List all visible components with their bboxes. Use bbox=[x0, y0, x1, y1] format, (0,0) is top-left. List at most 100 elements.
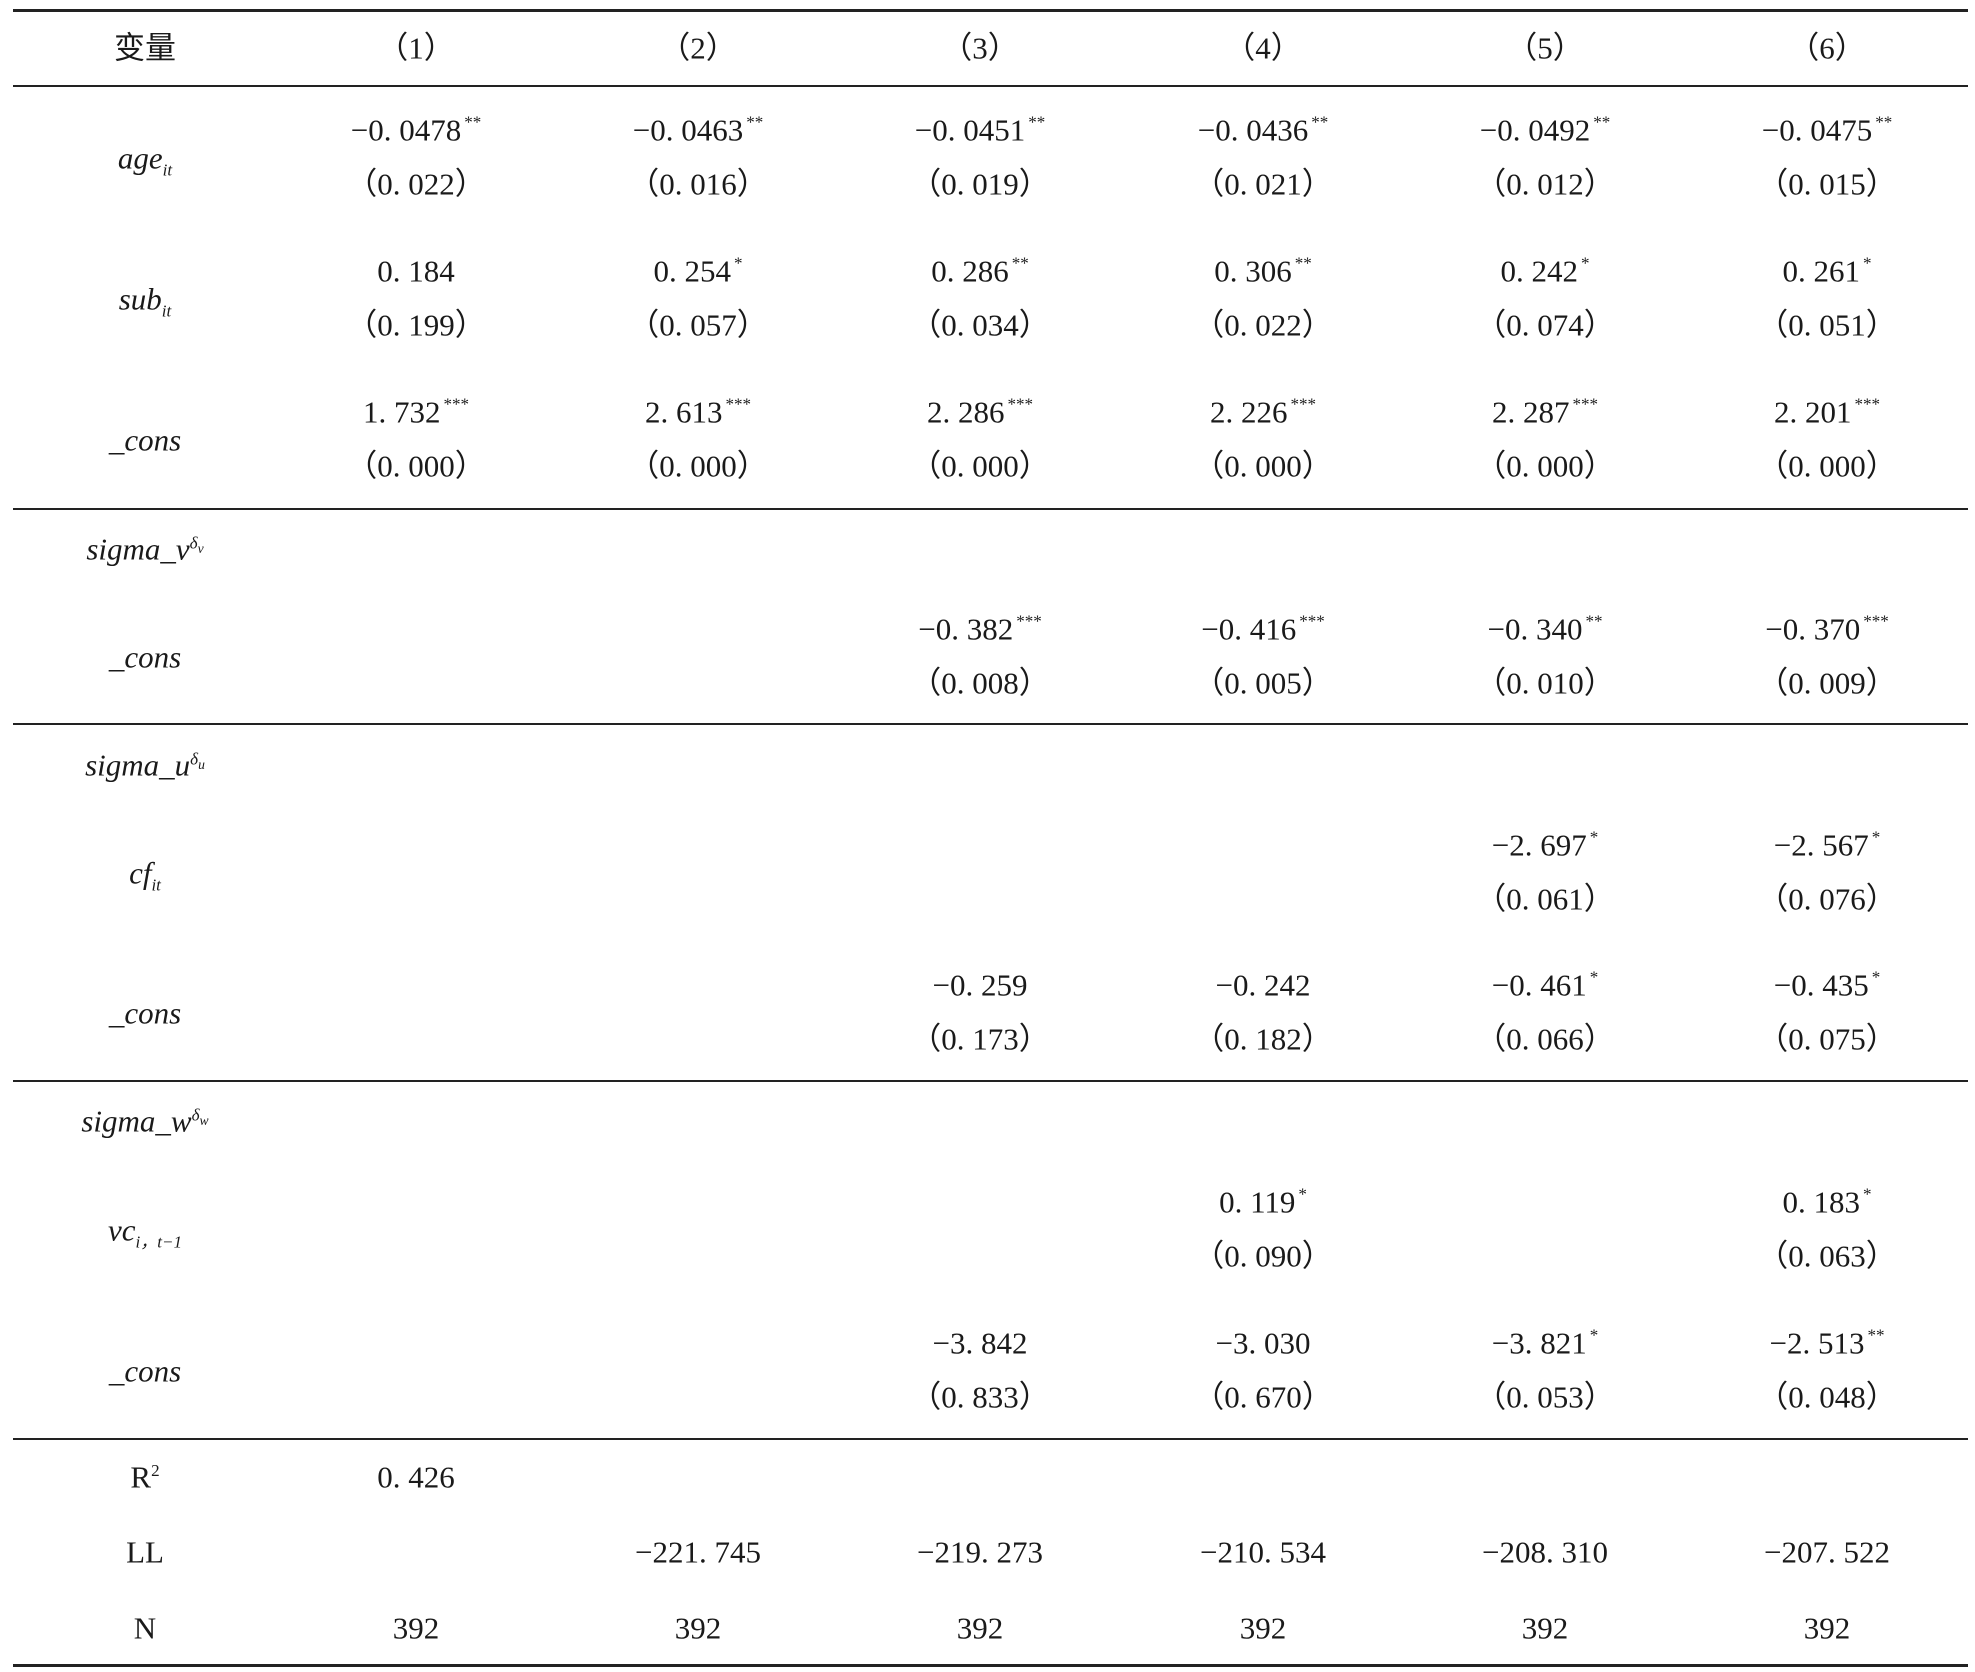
coefficient: 1. 732 *** bbox=[363, 394, 470, 428]
coefficient-value: −0. 242 bbox=[1215, 967, 1311, 1003]
coefficient: −207. 522 bbox=[1764, 1537, 1890, 1568]
standard-error: （0. 019） bbox=[910, 166, 1050, 202]
coefficient: −210. 534 bbox=[1200, 1537, 1326, 1568]
label-text: vc bbox=[107, 1212, 136, 1248]
coefficient-value: −0. 0436 bbox=[1197, 112, 1309, 148]
label-superscript: δv bbox=[189, 533, 204, 556]
standard-error: （0. 182） bbox=[1193, 1021, 1333, 1057]
coefficient: 0. 261 * bbox=[1782, 253, 1872, 287]
coefficient: −219. 273 bbox=[917, 1537, 1043, 1568]
standard-error: （0. 009） bbox=[1757, 665, 1897, 701]
coefficient-value: 0. 183 bbox=[1782, 1184, 1860, 1220]
coefficient-value: 2. 201 bbox=[1773, 394, 1852, 430]
significance-stars: ** bbox=[1311, 112, 1329, 132]
coefficient: −0. 259 bbox=[933, 970, 1028, 1001]
standard-error: （0. 022） bbox=[346, 166, 486, 202]
standard-error: （0. 000） bbox=[910, 448, 1050, 484]
significance-stars: *** bbox=[443, 394, 470, 414]
coefficient: −0. 0475 ** bbox=[1761, 112, 1893, 148]
coefficient-value: 2. 613 bbox=[644, 394, 723, 430]
coefficient-value: −0. 435 bbox=[1773, 967, 1869, 1003]
coefficient: 0. 184 bbox=[377, 256, 455, 287]
coefficient: 0. 242 * bbox=[1500, 255, 1589, 287]
significance-stars: ** bbox=[746, 112, 764, 132]
row-label: sigma_uδu bbox=[85, 750, 205, 781]
row-label: sigma_wδw bbox=[81, 1106, 208, 1137]
row-label: N bbox=[134, 1613, 156, 1644]
coefficient: 0. 286 ** bbox=[931, 255, 1029, 287]
coefficient-value: 0. 119 bbox=[1219, 1184, 1296, 1220]
row-label: _cons bbox=[109, 642, 181, 673]
coefficient: −3. 842 bbox=[933, 1328, 1028, 1359]
coefficient-value: −0. 0475 bbox=[1761, 112, 1873, 148]
coefficient: −2. 513 ** bbox=[1769, 1325, 1884, 1361]
standard-error: （0. 015） bbox=[1757, 166, 1897, 202]
standard-error: （0. 075） bbox=[1757, 1021, 1897, 1057]
standard-error: （0. 022） bbox=[1193, 307, 1333, 343]
label-text: sigma_u bbox=[85, 747, 191, 783]
significance-stars: * bbox=[1862, 253, 1872, 273]
significance-stars: ** bbox=[464, 112, 482, 132]
label-superscript: δw bbox=[191, 1105, 209, 1128]
standard-error: （0. 048） bbox=[1757, 1379, 1897, 1415]
standard-error: （0. 000） bbox=[1193, 448, 1333, 484]
label-subscript: i，t−1 bbox=[135, 1232, 183, 1252]
label-superscript: 2 bbox=[151, 1461, 160, 1481]
column-header: （5） bbox=[1506, 30, 1584, 66]
standard-error: （0. 076） bbox=[1757, 881, 1897, 917]
section-rule bbox=[13, 1080, 1968, 1082]
standard-error: （0. 063） bbox=[1757, 1238, 1897, 1274]
coefficient: 0. 119 * bbox=[1219, 1184, 1307, 1220]
label-subscript: it bbox=[162, 160, 173, 180]
coefficient: 2. 287 *** bbox=[1492, 396, 1598, 428]
significance-stars: * bbox=[1862, 1184, 1872, 1204]
coefficient-value: −2. 567 bbox=[1773, 827, 1869, 863]
coefficient: −3. 030 bbox=[1216, 1328, 1311, 1359]
coefficient-value: −0. 416 bbox=[1201, 611, 1297, 647]
label-text: _cons bbox=[108, 639, 182, 675]
column-header: （3） bbox=[941, 30, 1019, 66]
standard-error: （0. 012） bbox=[1475, 166, 1615, 202]
coefficient: 2. 201 *** bbox=[1773, 394, 1880, 430]
coefficient-value: 2. 286 bbox=[926, 394, 1005, 430]
coefficient-value: 392 bbox=[956, 1610, 1004, 1646]
significance-stars: *** bbox=[1290, 394, 1317, 414]
coefficient-value: 392 bbox=[674, 1610, 722, 1646]
significance-stars: *** bbox=[1299, 611, 1325, 631]
coefficient-value: 392 bbox=[1521, 1610, 1569, 1646]
coefficient: −0. 0463 ** bbox=[633, 112, 764, 146]
label-text: _cons bbox=[108, 995, 182, 1031]
significance-stars: ** bbox=[1028, 112, 1046, 132]
row-label: _cons bbox=[109, 1356, 181, 1387]
coefficient: 2. 226 *** bbox=[1209, 394, 1317, 430]
coefficient: −0. 461 * bbox=[1492, 969, 1599, 1001]
coefficient-value: −0. 340 bbox=[1487, 611, 1583, 647]
standard-error: （0. 000） bbox=[1475, 448, 1615, 484]
significance-stars: ** bbox=[1875, 112, 1893, 132]
coefficient: −2. 697 * bbox=[1492, 829, 1599, 861]
label-text: R bbox=[130, 1459, 152, 1495]
coefficient-value: −2. 513 bbox=[1769, 1325, 1865, 1361]
significance-stars: *** bbox=[1863, 611, 1889, 631]
coefficient-value: 2. 226 bbox=[1209, 394, 1288, 430]
standard-error: （0. 000） bbox=[1757, 448, 1897, 484]
standard-error: （0. 034） bbox=[910, 307, 1050, 343]
standard-error: （0. 670） bbox=[1193, 1379, 1333, 1415]
coefficient: 392 bbox=[1804, 1613, 1851, 1644]
coefficient-value: −0. 382 bbox=[918, 611, 1014, 647]
standard-error: （0. 000） bbox=[346, 448, 486, 484]
coefficient: −0. 382 *** bbox=[918, 611, 1042, 647]
label-subscript: it bbox=[161, 301, 172, 321]
row-label: LL bbox=[126, 1537, 164, 1568]
row-label: _cons bbox=[109, 425, 181, 456]
coefficient: 0. 306 ** bbox=[1214, 255, 1312, 287]
coefficient-value: −0. 259 bbox=[932, 967, 1028, 1003]
label-text: LL bbox=[126, 1534, 164, 1570]
label-text: sigma_v bbox=[86, 531, 190, 567]
coefficient: 0. 183 * bbox=[1782, 1184, 1872, 1220]
label-text: cf bbox=[129, 855, 152, 891]
standard-error: （0. 173） bbox=[910, 1021, 1050, 1057]
coefficient: −0. 0492 ** bbox=[1480, 114, 1611, 146]
row-label: vci，t−1 bbox=[107, 1212, 182, 1251]
